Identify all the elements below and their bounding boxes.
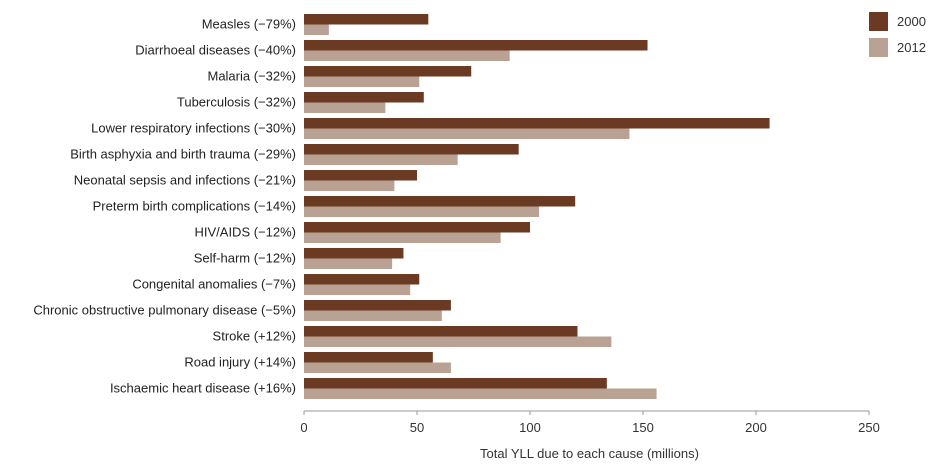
bar-road-injury-14-2012 — [304, 362, 451, 373]
bar-self-harm-12-2012 — [304, 258, 393, 269]
bar-chronic-obstructive-pulmonary-disease-5-2012 — [304, 310, 442, 321]
bar-ischaemic-heart-disease-16-2000 — [304, 378, 607, 389]
category-label: Lower respiratory infections (−30%) — [91, 121, 296, 136]
bar-congenital-anomalies-7-2000 — [304, 274, 420, 285]
legend: 2000 2012 — [869, 12, 926, 57]
bar-preterm-birth-complications-14-2000 — [304, 196, 576, 207]
legend-swatch-2012 — [869, 38, 888, 57]
category-label: Stroke (+12%) — [213, 329, 296, 344]
category-label: Congenital anomalies (−7%) — [132, 277, 296, 292]
category-label: Birth asphyxia and birth trauma (−29%) — [70, 147, 296, 162]
bar-neonatal-sepsis-and-infections-21-2000 — [304, 170, 417, 181]
bar-stroke-12-2000 — [304, 326, 578, 337]
bar-malaria-32-2000 — [304, 66, 472, 77]
bar-stroke-12-2012 — [304, 336, 612, 347]
x-tick-label: 250 — [858, 420, 880, 435]
bar-hiv-aids-12-2000 — [304, 222, 530, 233]
bar-road-injury-14-2000 — [304, 352, 433, 363]
category-label: Neonatal sepsis and infections (−21%) — [74, 173, 296, 188]
category-label: Chronic obstructive pulmonary disease (−… — [33, 303, 296, 318]
x-axis-ticks: 0 50 100 150 200 250 — [300, 411, 880, 435]
x-tick-label: 0 — [300, 420, 307, 435]
bar-diarrhoeal-diseases-40-2012 — [304, 50, 510, 61]
legend-swatch-2000 — [869, 12, 888, 31]
bar-neonatal-sepsis-and-infections-21-2012 — [304, 180, 395, 191]
bars-group — [304, 14, 770, 399]
category-label: Tuberculosis (−32%) — [177, 95, 296, 110]
category-labels: Measles (−79%) Diarrhoeal diseases (−40%)… — [33, 17, 296, 396]
bar-tuberculosis-32-2000 — [304, 92, 424, 103]
bar-chronic-obstructive-pulmonary-disease-5-2000 — [304, 300, 451, 311]
x-tick-label: 200 — [745, 420, 767, 435]
category-label: Diarrhoeal diseases (−40%) — [135, 43, 296, 58]
bar-measles-79-2000 — [304, 14, 429, 25]
bar-malaria-32-2012 — [304, 76, 420, 87]
bar-measles-79-2012 — [304, 24, 329, 35]
category-label: Ischaemic heart disease (+16%) — [110, 381, 296, 396]
x-tick-label: 150 — [632, 420, 654, 435]
x-tick-label: 50 — [410, 420, 424, 435]
category-label: HIV/AIDS (−12%) — [194, 225, 296, 240]
bar-birth-asphyxia-and-birth-trauma-29-2012 — [304, 154, 458, 165]
category-label: Measles (−79%) — [202, 17, 296, 32]
x-axis-title: Total YLL due to each cause (millions) — [480, 446, 699, 461]
category-label: Preterm birth complications (−14%) — [93, 199, 296, 214]
bar-birth-asphyxia-and-birth-trauma-29-2000 — [304, 144, 519, 155]
bar-tuberculosis-32-2012 — [304, 102, 386, 113]
bar-self-harm-12-2000 — [304, 248, 404, 259]
x-tick-label: 100 — [519, 420, 541, 435]
category-label: Malaria (−32%) — [207, 69, 296, 84]
legend-label-2000: 2000 — [897, 14, 926, 29]
category-label: Road injury (+14%) — [184, 355, 296, 370]
bar-lower-respiratory-infections-30-2000 — [304, 118, 770, 129]
bar-lower-respiratory-infections-30-2012 — [304, 128, 630, 139]
category-label: Self-harm (−12%) — [194, 251, 296, 266]
bar-ischaemic-heart-disease-16-2012 — [304, 388, 657, 399]
bar-preterm-birth-complications-14-2012 — [304, 206, 540, 217]
bar-diarrhoeal-diseases-40-2000 — [304, 40, 648, 51]
legend-label-2012: 2012 — [897, 40, 926, 55]
bar-hiv-aids-12-2012 — [304, 232, 501, 243]
bar-congenital-anomalies-7-2012 — [304, 284, 411, 295]
